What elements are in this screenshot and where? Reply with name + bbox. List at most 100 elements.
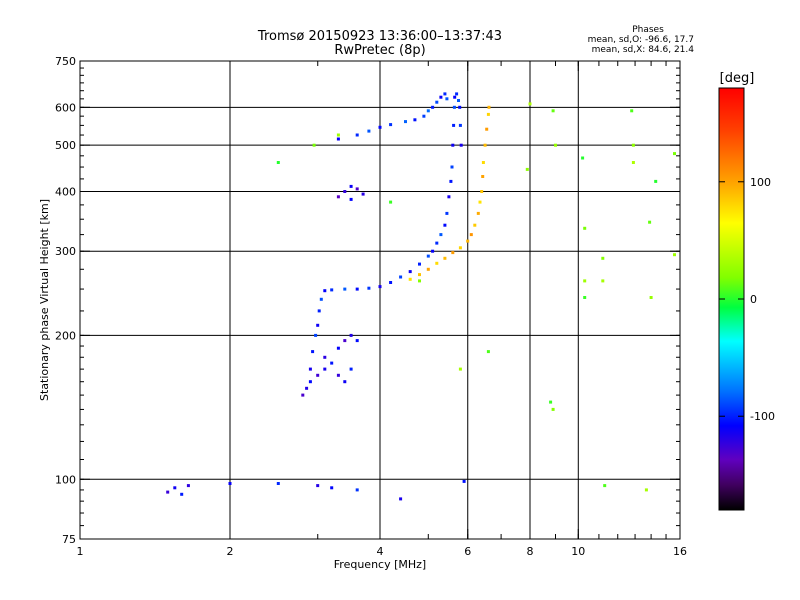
echo-point xyxy=(473,223,477,227)
echo-point xyxy=(308,367,312,371)
echo-point xyxy=(486,350,490,354)
echo-point xyxy=(408,277,412,281)
echo-point xyxy=(418,273,421,277)
echo-point xyxy=(389,123,393,127)
echo-point xyxy=(355,133,359,137)
echo-point xyxy=(408,270,412,274)
echo-point xyxy=(452,123,456,127)
echo-point xyxy=(378,125,382,129)
echo-point xyxy=(367,286,371,290)
echo-point xyxy=(630,109,634,113)
echo-point xyxy=(486,112,490,116)
echo-point xyxy=(319,297,323,301)
echo-point xyxy=(355,287,359,291)
echo-point xyxy=(330,486,334,490)
x-tick-label: 4 xyxy=(377,545,384,558)
info-heading: Phases xyxy=(632,25,664,35)
x-axis-label: Frequency [MHz] xyxy=(334,558,426,571)
echo-point xyxy=(343,339,347,343)
echo-point xyxy=(449,179,453,183)
echo-points xyxy=(166,92,676,501)
echo-point xyxy=(336,133,340,137)
echo-point xyxy=(367,129,371,133)
colorbar-tick-label: 100 xyxy=(750,176,771,189)
echo-point xyxy=(455,92,459,96)
echo-point xyxy=(404,120,407,124)
echo-point xyxy=(343,190,347,193)
echo-point xyxy=(654,179,658,183)
y-tick-label: 750 xyxy=(55,55,76,68)
echo-point xyxy=(458,246,462,250)
chart-title: Tromsø 20150923 13:36:00–13:37:43 xyxy=(257,29,502,44)
echo-point xyxy=(349,367,353,371)
echo-point xyxy=(389,200,393,204)
echo-point xyxy=(323,367,327,371)
echo-point xyxy=(447,195,451,199)
echo-point xyxy=(476,211,480,215)
echo-point xyxy=(317,309,321,313)
echo-point xyxy=(314,333,318,337)
echo-point xyxy=(180,492,184,496)
echo-point xyxy=(312,143,316,147)
echo-point xyxy=(480,190,484,193)
y-axis-label: Stationary phase Virtual Height [km] xyxy=(38,199,51,401)
y-tick-label: 500 xyxy=(55,139,76,152)
echo-point xyxy=(458,105,462,109)
colorbar-ticks: 100 0 -100 xyxy=(719,176,775,423)
echo-point xyxy=(528,102,532,106)
echo-point xyxy=(435,241,439,245)
echo-point xyxy=(330,361,334,365)
echo-point xyxy=(648,220,652,224)
echo-point xyxy=(644,488,648,492)
echo-point xyxy=(452,105,456,109)
axis-tick-labels: 1 2 4 6 8 10 16 75 100 200 300 400 500 600 750 xyxy=(55,55,687,558)
echo-point xyxy=(439,95,443,99)
echo-point xyxy=(443,223,447,227)
echo-point xyxy=(581,156,585,160)
echo-point xyxy=(301,393,305,397)
x-tick-label: 2 xyxy=(227,545,234,558)
echo-point xyxy=(349,197,353,201)
echo-point xyxy=(673,152,676,156)
echo-point xyxy=(186,484,190,488)
echo-point xyxy=(601,256,605,260)
echo-point xyxy=(426,254,430,258)
echo-point xyxy=(583,279,587,283)
echo-point xyxy=(336,373,340,377)
y-tick-label: 100 xyxy=(55,473,76,486)
echo-point xyxy=(457,99,460,102)
echo-point xyxy=(361,192,365,196)
colorbar-label: [deg] xyxy=(720,71,755,86)
echo-point xyxy=(435,261,439,265)
colorbar-tick-label: -100 xyxy=(750,410,775,423)
echo-point xyxy=(451,251,455,255)
x-tick-label: 10 xyxy=(571,545,585,558)
echo-point xyxy=(336,346,340,350)
echo-point xyxy=(483,143,487,147)
echo-point xyxy=(413,118,417,122)
echo-point xyxy=(316,323,320,327)
echo-point xyxy=(276,482,280,485)
echo-point xyxy=(173,486,177,490)
echo-point xyxy=(228,482,232,485)
echo-point xyxy=(305,386,309,390)
echo-point xyxy=(166,490,170,494)
y-tick-label: 200 xyxy=(55,329,76,342)
echo-point xyxy=(450,165,454,169)
echo-point xyxy=(316,484,320,488)
echo-point xyxy=(439,233,443,237)
echo-point xyxy=(418,279,421,283)
echo-point xyxy=(330,288,334,292)
echo-point xyxy=(378,285,382,289)
echo-point xyxy=(445,97,449,101)
echo-point xyxy=(673,253,676,257)
echo-point xyxy=(481,175,485,178)
echo-point xyxy=(308,380,312,384)
echo-point xyxy=(323,289,327,293)
info-line-2: mean, sd,X: 84.6, 21.4 xyxy=(592,45,695,55)
echo-point xyxy=(554,143,557,147)
echo-point xyxy=(481,161,485,164)
echo-point xyxy=(431,105,435,109)
echo-point xyxy=(487,105,491,109)
